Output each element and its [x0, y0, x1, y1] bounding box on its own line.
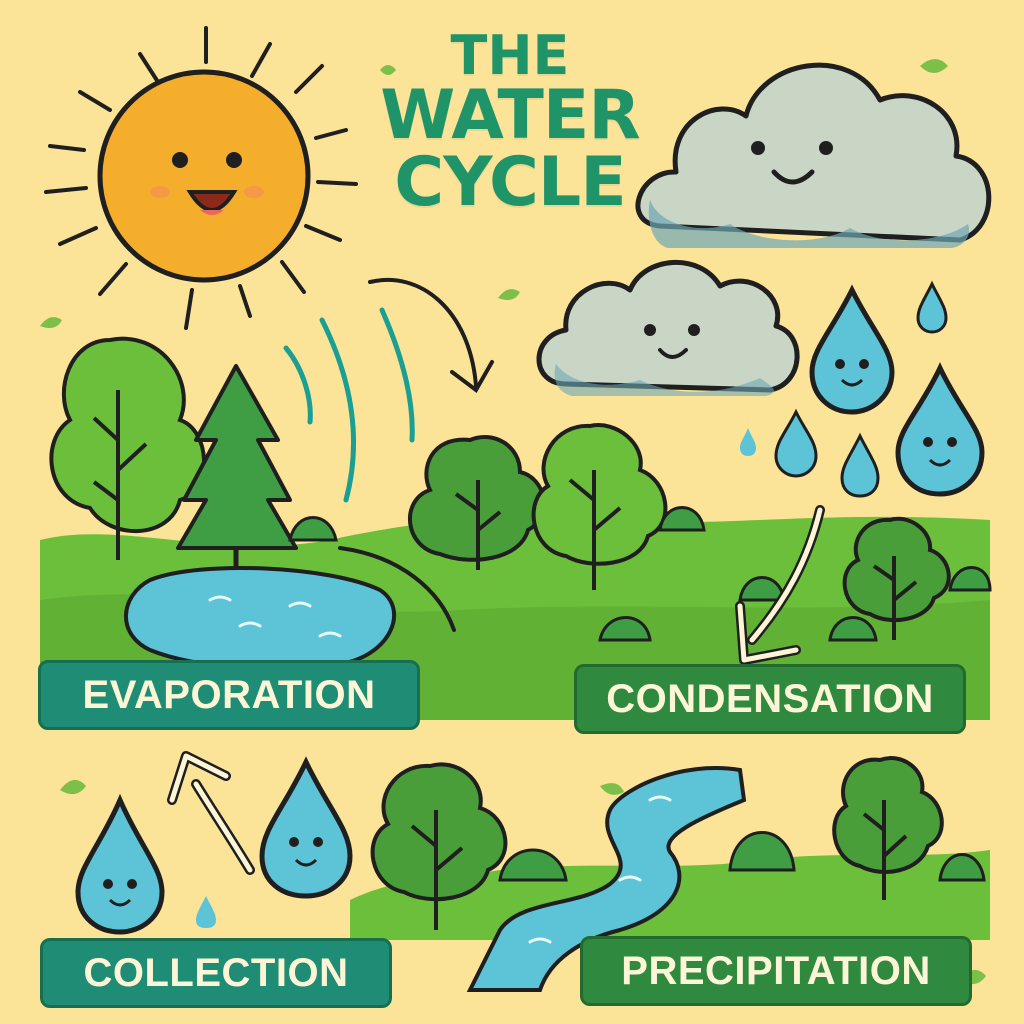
raindrop-icon	[840, 432, 880, 498]
tree-icon	[832, 756, 944, 900]
bush-icon	[498, 831, 986, 882]
pond-icon	[124, 566, 397, 671]
raindrop-icon	[809, 284, 895, 415]
title-line-2: WATER	[380, 75, 641, 155]
tree-icon	[842, 516, 951, 640]
tree-icon	[49, 336, 206, 560]
raindrop-icon	[916, 280, 948, 334]
title-line-1: THE	[450, 24, 570, 87]
tree-icon	[370, 762, 508, 930]
tree-icon	[531, 423, 668, 590]
label-evaporation: EVAPORATION	[38, 660, 420, 730]
arrow-icon	[167, 751, 255, 875]
cloud-icon	[635, 62, 992, 248]
label-collection: COLLECTION	[40, 938, 392, 1008]
raindrop-icon	[740, 428, 756, 456]
label-condensation: CONDENSATION	[574, 664, 966, 734]
river-icon	[466, 766, 747, 992]
arrow-icon	[283, 307, 415, 503]
raindrop-icon	[259, 756, 353, 899]
cloud-icon	[536, 260, 800, 396]
raindrop-icon	[196, 896, 216, 928]
arrow-icon	[735, 505, 825, 665]
raindrop-icon	[774, 408, 818, 478]
page-title: THE WATER CYCLE	[360, 24, 660, 222]
arrow-icon	[338, 546, 456, 632]
leaf-icon	[40, 59, 986, 985]
tree-icon	[407, 434, 546, 570]
arrow-icon	[368, 277, 494, 393]
raindrop-icon	[75, 793, 165, 935]
raindrop-icon	[895, 362, 985, 497]
title-line-3: CYCLE	[394, 142, 626, 222]
label-precipitation: PRECIPITATION	[580, 936, 972, 1006]
sun-icon	[44, 26, 358, 330]
